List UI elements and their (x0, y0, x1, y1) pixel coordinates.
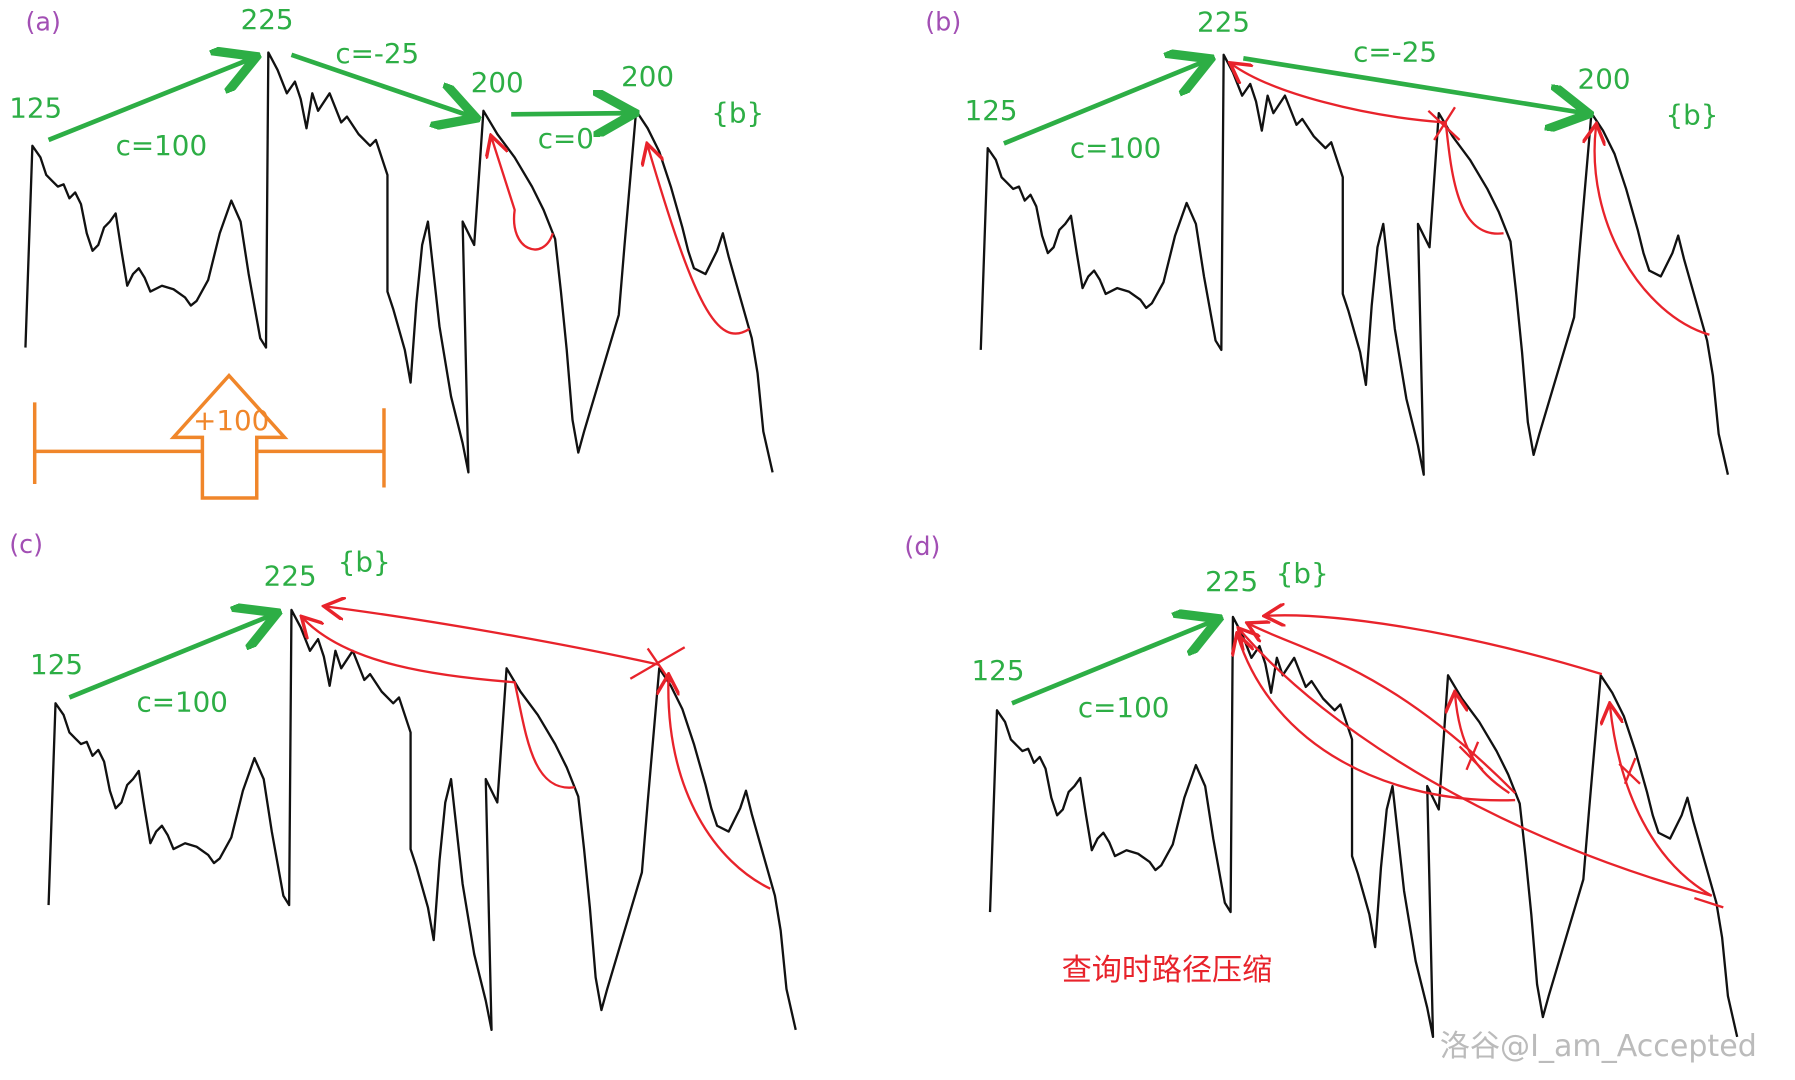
mountain (979, 53, 1730, 476)
red-path (1249, 624, 1516, 794)
set-label: {b} (711, 96, 764, 129)
cross (1427, 106, 1461, 141)
cross (1458, 741, 1724, 909)
arrow (68, 615, 273, 700)
red-path (1240, 630, 1713, 897)
red-path (492, 138, 554, 251)
red-path (1610, 706, 1713, 897)
red-path (303, 618, 575, 789)
node-value: 225 (1205, 565, 1258, 598)
red-path (1266, 615, 1603, 676)
arrow (511, 113, 630, 114)
set-label: {b} (1665, 99, 1718, 132)
arrow (1011, 620, 1214, 706)
panel-label: (b) (925, 7, 961, 37)
increment-shape (32, 372, 386, 500)
set-label: {b} (1276, 557, 1329, 590)
mountain (24, 51, 774, 474)
increment-label: +100 (193, 404, 269, 437)
edge-label: c=100 (1070, 131, 1161, 164)
node-value: 225 (241, 3, 294, 36)
red-path (1232, 64, 1504, 235)
arrow (47, 58, 253, 143)
red-path (1595, 126, 1710, 336)
red-path (1238, 636, 1516, 802)
mountain (47, 608, 797, 1032)
panel-label: (a) (25, 7, 60, 37)
node-value: 200 (621, 60, 674, 93)
red-path (1455, 694, 1510, 795)
panel-b: (b) 125 225 200 c=100 c=-25 {b} (925, 5, 1730, 476)
arrow (1242, 56, 1584, 113)
red-path (668, 676, 771, 890)
edge-label: c=100 (116, 129, 207, 162)
panel-label: (d) (904, 532, 940, 562)
node-value: 200 (471, 66, 524, 99)
node-value: 200 (1578, 62, 1631, 95)
arrow (290, 52, 471, 117)
arrow (1003, 61, 1206, 146)
panel-d: (d) 125 225 c=100 {b} 查询时路径压缩 (904, 532, 1739, 1039)
panel-label: (c) (9, 530, 43, 560)
node-value: 125 (30, 648, 83, 681)
node-value: 125 (972, 654, 1025, 687)
edge-label: c=100 (1078, 691, 1169, 724)
edge-label: c=-25 (1353, 36, 1437, 69)
node-value: 225 (264, 559, 317, 592)
panel-c: (c) 125 225 c=100 {b} (9, 530, 797, 1032)
node-value: 125 (965, 94, 1018, 127)
set-label: {b} (338, 545, 391, 578)
edge-label: c=0 (538, 122, 594, 155)
watermark: 洛谷@I_am_Accepted (1440, 1029, 1757, 1064)
edge-label: c=-25 (335, 37, 419, 70)
red-path (326, 606, 660, 666)
panel-a: (a) 125 225 200 200 c=100 c=-25 c=0 {b} … (9, 3, 774, 500)
caption: 查询时路径压缩 (1062, 953, 1272, 988)
node-value: 125 (9, 92, 62, 125)
cross (629, 646, 686, 683)
red-path (648, 146, 751, 335)
node-value: 225 (1197, 5, 1250, 38)
edge-label: c=100 (136, 685, 227, 718)
